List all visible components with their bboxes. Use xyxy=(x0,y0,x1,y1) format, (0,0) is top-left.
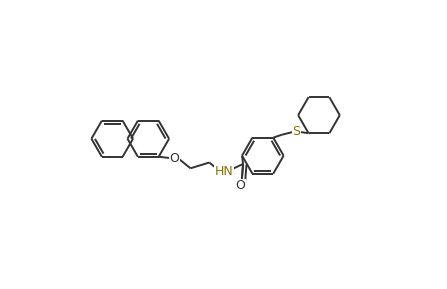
Text: O: O xyxy=(235,179,245,192)
Text: O: O xyxy=(170,152,180,165)
Text: S: S xyxy=(292,125,300,138)
Text: HN: HN xyxy=(215,165,234,178)
